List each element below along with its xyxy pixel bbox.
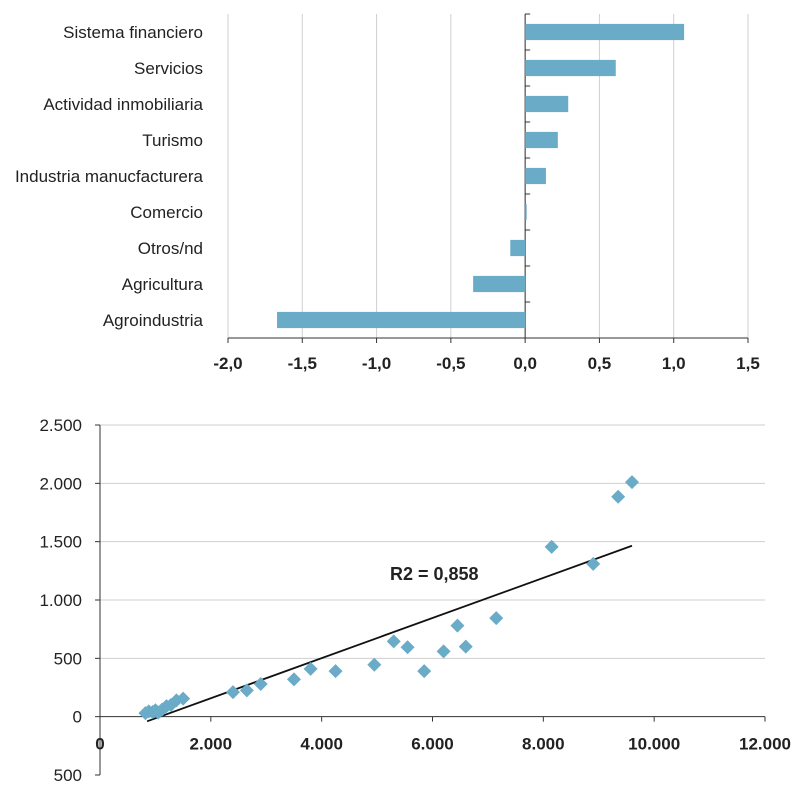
r2-annotation: R2 = 0,858 [390, 564, 479, 584]
scatter-x-tick-label: 12.000 [739, 735, 791, 754]
scatter-chart: 500 0 500 1.000 1.500 2.000 2.500 0 2.000 4.000 6.… [39, 416, 791, 785]
bar-x-tick-label: 1,0 [662, 354, 686, 373]
bar-chart: -2,0 -1,5 -1,0 -0,5 0,0 0,5 1,0 1,5 Sistema fina… [15, 13, 760, 373]
scatter-x-tick-label: 10.000 [628, 735, 680, 754]
bar [525, 95, 569, 113]
bar [525, 131, 558, 149]
bar-category-label: Servicios [134, 59, 203, 78]
bar-category-label: Agricultura [122, 275, 204, 294]
scatter-point [239, 683, 254, 698]
bar [525, 167, 546, 185]
scatter-point [586, 556, 601, 571]
bar-category-label: Sistema financiero [63, 23, 203, 42]
bar [473, 275, 526, 293]
bar [525, 203, 527, 221]
scatter-point [386, 634, 401, 649]
scatter-point [436, 644, 451, 659]
scatter-y-tick-label: 2.000 [39, 474, 82, 493]
scatter-x-tick-label: 4.000 [300, 735, 343, 754]
bar-x-tick-label: -0,5 [436, 354, 465, 373]
scatter-point [400, 640, 415, 655]
scatter-point [417, 664, 432, 679]
bar-category-label: Industria manucfacturera [15, 167, 204, 186]
bar-x-tick-label: -1,5 [288, 354, 317, 373]
scatter-point [226, 685, 240, 700]
bar-category-label: Agroindustria [103, 311, 204, 330]
scatter-point [489, 611, 504, 626]
scatter-y-tick-label: 2.500 [39, 416, 82, 435]
bar-category-label: Turismo [142, 131, 203, 150]
bar-x-tick-label: -2,0 [213, 354, 242, 373]
scatter-x-tick-label: 2.000 [190, 735, 233, 754]
scatter-y-tick-label: 0 [73, 708, 82, 727]
scatter-x-tick-label: 6.000 [411, 735, 454, 754]
scatter-point [450, 618, 465, 633]
scatter-point [544, 539, 559, 554]
scatter-y-tick-label: 1.500 [39, 533, 82, 552]
bar [525, 59, 616, 77]
bar-x-tick-label: 0,0 [513, 354, 537, 373]
scatter-y-tick-label: 500 [54, 766, 82, 785]
scatter-point [176, 691, 191, 706]
scatter-x-tick-label: 8.000 [522, 735, 565, 754]
bar-category-label: Otros/nd [138, 239, 203, 258]
scatter-point [253, 677, 268, 691]
scatter-point [286, 672, 301, 687]
bar [525, 23, 685, 41]
scatter-point [625, 475, 639, 490]
scatter-y-tick-label: 1.000 [39, 591, 82, 610]
scatter-y-tick-label: 500 [54, 649, 82, 668]
bar [277, 311, 526, 329]
scatter-point [611, 489, 626, 504]
bar-x-tick-label: -1,0 [362, 354, 391, 373]
bar [510, 239, 526, 257]
scatter-x-tick-label: 0 [95, 735, 104, 754]
scatter-point [458, 639, 473, 654]
bar-x-tick-label: 0,5 [588, 354, 612, 373]
scatter-point [303, 661, 318, 676]
scatter-point [367, 657, 382, 672]
bar-category-label: Comercio [130, 203, 203, 222]
scatter-point [328, 664, 343, 679]
bar-category-label: Actividad inmobiliaria [43, 95, 203, 114]
bar-x-tick-label: 1,5 [736, 354, 760, 373]
